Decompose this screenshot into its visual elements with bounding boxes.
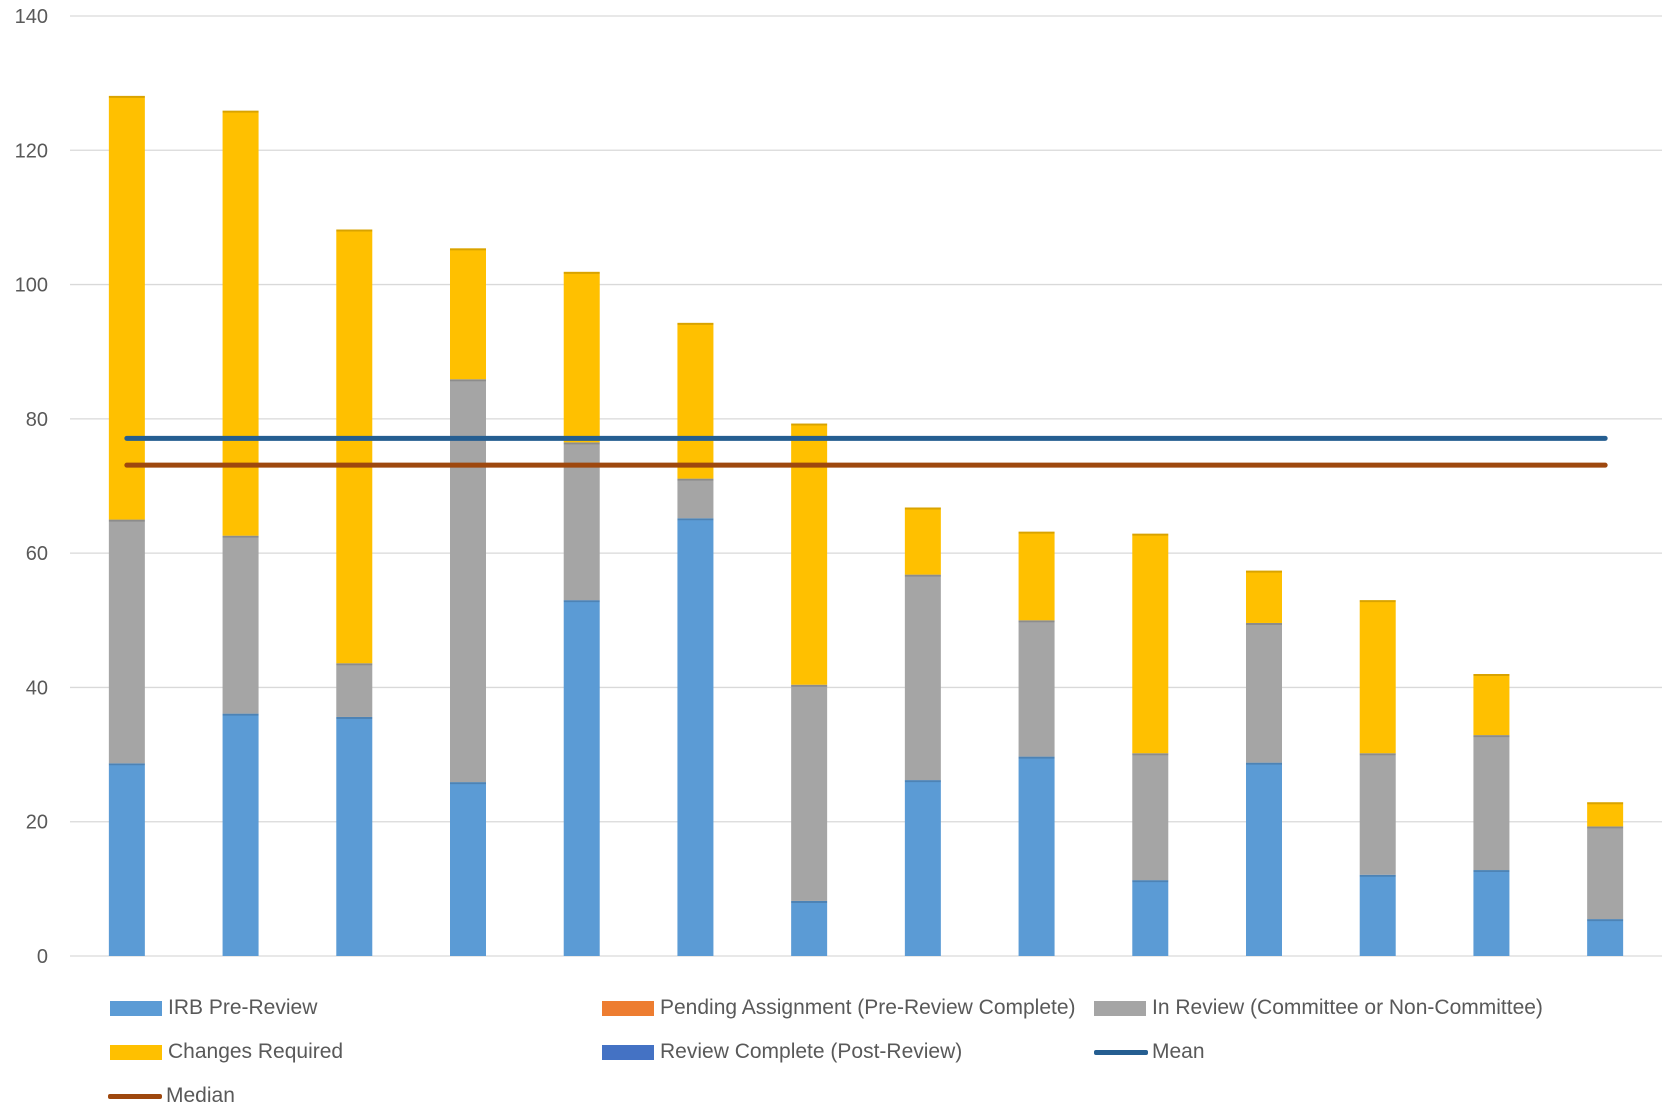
bar-segment [1473, 735, 1510, 871]
bar-segment [1359, 600, 1396, 754]
bar-segment [1018, 620, 1055, 757]
y-axis-tick-labels: 0 20 40 60 80 100 120 140 [15, 6, 48, 968]
bar-segment [108, 763, 145, 956]
bar-segment [1018, 531, 1055, 621]
bar-segment [904, 780, 941, 956]
bar-segment [1473, 870, 1510, 956]
y-tick-label: 40 [26, 677, 48, 699]
bar-segment [791, 900, 828, 956]
bar-segment [222, 535, 259, 714]
reference-lines [124, 435, 1608, 468]
bar-segment [336, 663, 373, 717]
bar-segment [1132, 533, 1169, 754]
bar-segment [904, 507, 941, 575]
y-tick-label: 120 [15, 140, 48, 162]
bar-segment [1018, 756, 1055, 956]
bar-segment [336, 716, 373, 956]
bar-segment [1587, 826, 1624, 920]
bar-segment [1246, 570, 1282, 623]
bar-segment [108, 519, 145, 764]
bar-segment [1587, 919, 1624, 956]
bar-segment [791, 684, 828, 901]
y-tick-label: 0 [37, 946, 48, 968]
y-tick-label: 140 [15, 6, 48, 28]
gridlines [70, 15, 1662, 957]
bar-segment [677, 322, 714, 479]
bar-segment [222, 713, 259, 956]
bar-segment [677, 518, 714, 956]
bar-segment [1473, 674, 1510, 736]
bar-segment [450, 379, 486, 783]
bar-segment [904, 574, 941, 781]
bar-segment [336, 229, 373, 664]
bar-segment [1359, 753, 1396, 875]
bar-segment [677, 478, 714, 519]
bar-segment [1246, 622, 1282, 763]
y-tick-label: 20 [26, 812, 48, 834]
bar-segment [450, 248, 486, 380]
y-tick-label: 60 [26, 543, 48, 565]
bar-segment [563, 442, 600, 601]
y-tick-label: 80 [26, 409, 48, 431]
bar-segment [450, 782, 486, 956]
bar-segment [1359, 874, 1396, 956]
bar-segment [222, 110, 259, 536]
bar-segment [563, 271, 600, 443]
bar-segment [1132, 753, 1169, 881]
bar-segment [1132, 880, 1169, 956]
bar-segment [563, 600, 600, 956]
bar-segment [108, 95, 145, 520]
y-tick-label: 100 [15, 275, 48, 297]
bars [108, 95, 1624, 956]
bar-segment [1587, 802, 1624, 827]
bar-segment [1246, 762, 1282, 956]
